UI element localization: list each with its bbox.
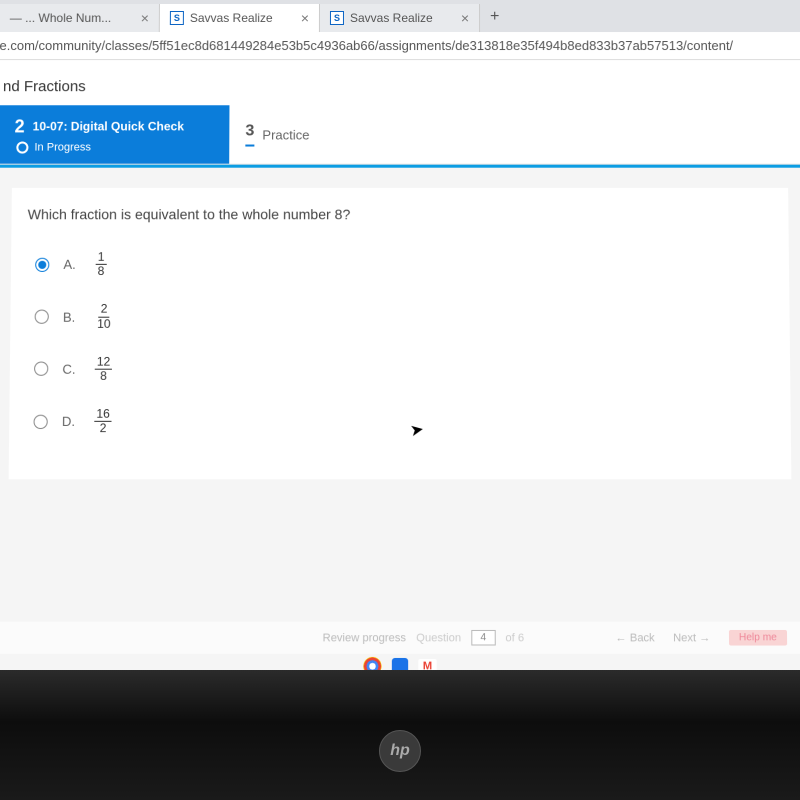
question-card: Which fraction is equivalent to the whol…: [9, 188, 792, 479]
radio-input[interactable]: [34, 362, 48, 376]
review-progress-button[interactable]: Review progress: [323, 632, 406, 644]
footer-bar: Review progress Question 4 of 6 ← Back N…: [0, 622, 800, 654]
step-number: 3: [245, 122, 254, 146]
tab-title: Savvas Realize: [190, 11, 273, 25]
question-text: Which fraction is equivalent to the whol…: [28, 206, 773, 222]
step-label: Practice: [262, 127, 309, 142]
favicon-savvas: S: [170, 11, 184, 25]
laptop-bezel: hp: [0, 670, 800, 800]
option-a[interactable]: A. 1 8: [27, 238, 773, 290]
option-b[interactable]: B. 2 10: [26, 291, 773, 343]
close-icon[interactable]: ×: [141, 10, 149, 26]
clock-icon: [16, 141, 28, 153]
option-c[interactable]: C. 12 8: [26, 343, 775, 395]
close-icon[interactable]: ×: [461, 10, 469, 26]
option-letter: B.: [63, 309, 81, 324]
new-tab-button[interactable]: +: [480, 2, 509, 32]
favicon-savvas: S: [330, 11, 344, 25]
status-text: In Progress: [34, 141, 91, 153]
step-active[interactable]: 2 10-07: Digital Quick Check In Progress: [0, 105, 229, 163]
of-label: of 6: [505, 632, 524, 644]
tab-title: Savvas Realize: [350, 11, 433, 25]
option-d[interactable]: D. 16 2: [25, 395, 775, 448]
browser-tab-1[interactable]: S Savvas Realize ×: [160, 4, 320, 32]
step-next[interactable]: 3 Practice: [229, 105, 325, 163]
lesson-steps: 2 10-07: Digital Quick Check In Progress…: [0, 105, 800, 163]
help-button[interactable]: Help me: [729, 630, 787, 646]
radio-input[interactable]: [33, 415, 47, 429]
fraction: 1 8: [96, 251, 107, 279]
step-label: 10-07: Digital Quick Check: [33, 119, 184, 133]
url-bar[interactable]: e.com/community/classes/5ff51ec8d6814492…: [0, 32, 800, 60]
page-header: nd Fractions 2 10-07: Digital Quick Chec…: [0, 60, 800, 165]
next-button[interactable]: Next →: [673, 632, 710, 644]
option-letter: D.: [62, 414, 80, 429]
divider: [0, 165, 800, 168]
option-letter: C.: [62, 361, 80, 376]
radio-input[interactable]: [35, 257, 49, 271]
browser-tab-0[interactable]: — ... Whole Num... ×: [0, 4, 160, 32]
question-label: Question: [416, 632, 461, 644]
option-letter: A.: [63, 257, 81, 272]
step-number: 2: [14, 116, 24, 137]
radio-input[interactable]: [35, 310, 49, 324]
browser-tab-2[interactable]: S Savvas Realize ×: [320, 4, 480, 32]
back-button[interactable]: ← Back: [615, 632, 654, 644]
step-status: In Progress: [14, 141, 91, 153]
hp-logo: hp: [379, 730, 421, 772]
laptop-screen: — ... Whole Num... × S Savvas Realize × …: [0, 0, 800, 693]
question-number-input[interactable]: 4: [471, 630, 495, 646]
fraction: 16 2: [94, 408, 112, 436]
close-icon[interactable]: ×: [301, 10, 309, 26]
page-title: nd Fractions: [0, 78, 800, 105]
fraction: 12 8: [95, 355, 113, 383]
browser-tab-strip: — ... Whole Num... × S Savvas Realize × …: [0, 0, 800, 32]
fraction: 2 10: [95, 303, 113, 331]
tab-title: — ... Whole Num...: [10, 11, 112, 25]
